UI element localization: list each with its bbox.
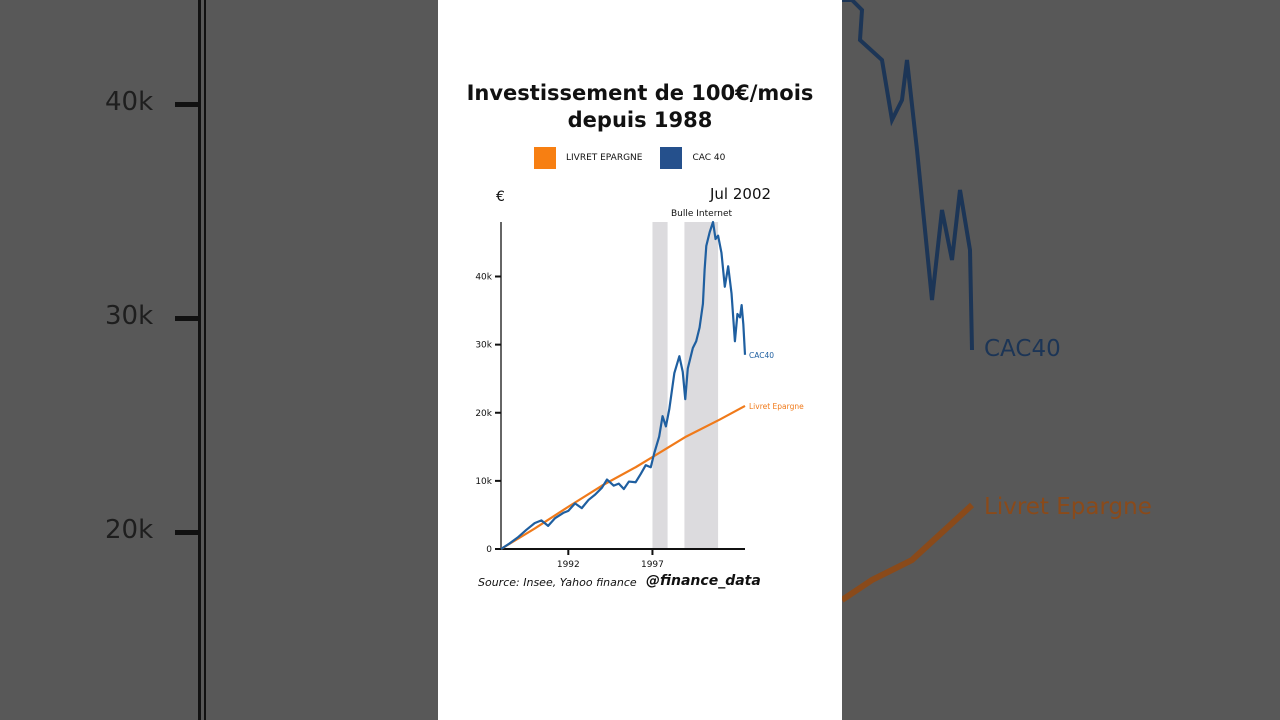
legend-swatch-livret bbox=[534, 147, 556, 169]
y-tick-label: 30k bbox=[475, 341, 492, 351]
background-cac-label: CAC40 bbox=[984, 336, 1061, 362]
shaded-region bbox=[684, 222, 719, 549]
y-axis-label: € bbox=[496, 189, 505, 205]
background-tick: 20k bbox=[105, 515, 202, 545]
background-axis-line bbox=[198, 0, 201, 720]
y-tick-label: 20k bbox=[475, 409, 492, 419]
x-tick-label: 1992 bbox=[557, 560, 580, 570]
background-axis-line bbox=[204, 0, 206, 720]
y-tick-label: 40k bbox=[475, 273, 492, 283]
chart-title: Investissement de 100€/mois depuis 1988 bbox=[466, 81, 814, 132]
chart-panel: Investissement de 100€/mois depuis 1988 … bbox=[438, 0, 842, 720]
background-tick: 30k bbox=[105, 301, 202, 331]
background-left-blur: 40k 30k 20k bbox=[0, 0, 438, 720]
legend-label-cac: CAC 40 bbox=[692, 153, 726, 163]
background-livret-label: Livret Epargne bbox=[984, 494, 1152, 520]
annotation-label: Bulle Internet bbox=[671, 209, 733, 219]
background-zoom-lines bbox=[842, 0, 975, 603]
background-tick: 40k bbox=[105, 87, 202, 117]
chart-svg: 0 10k 20k 30k 40k 1992 1997 Livret Epargne CAC40 bbox=[475, 220, 804, 570]
y-tick-label: 10k bbox=[475, 477, 492, 487]
shaded-region bbox=[652, 222, 668, 549]
series-label-livret-epargne: Livret Epargne bbox=[749, 402, 804, 411]
legend-label-livret: LIVRET EPARGNE bbox=[566, 153, 643, 163]
x-tick-label: 1997 bbox=[641, 560, 664, 570]
legend-swatch-cac bbox=[660, 147, 683, 169]
series-label-cac40: CAC40 bbox=[749, 351, 774, 360]
legend: LIVRET EPARGNE CAC 40 bbox=[534, 147, 725, 169]
handle: @finance_data bbox=[646, 573, 761, 589]
date-label: Jul 2002 bbox=[710, 185, 772, 203]
y-tick-label: 0 bbox=[486, 545, 492, 555]
series-line-livret-epargne bbox=[500, 404, 746, 550]
background-right-blur: CAC40 Livret Epargne bbox=[842, 0, 1280, 720]
series-line-cac40 bbox=[500, 220, 747, 550]
source-note: Source: Insee, Yahoo finance bbox=[478, 576, 637, 589]
